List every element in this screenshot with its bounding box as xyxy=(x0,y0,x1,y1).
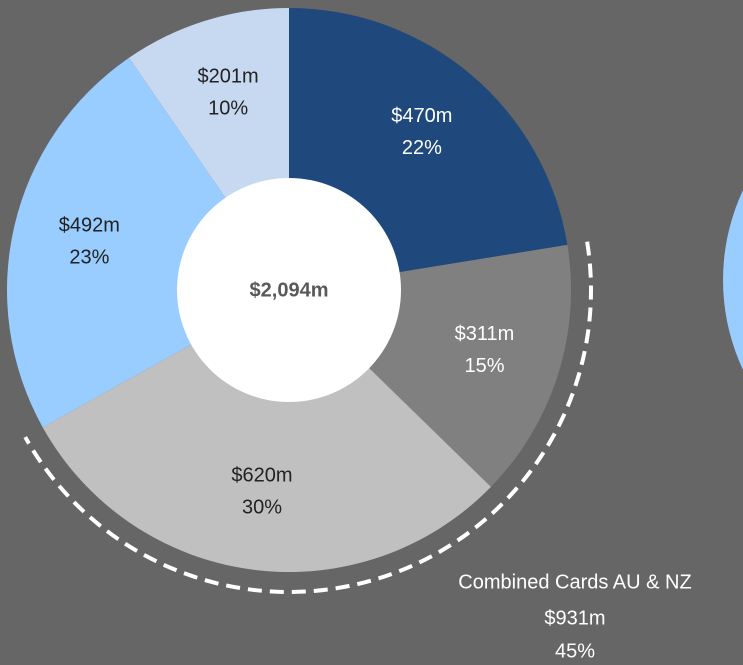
segment-value-label: $470m xyxy=(391,105,452,127)
annotation-bracket xyxy=(23,241,593,594)
donut-hole xyxy=(177,178,401,402)
segment-percent-label: 22% xyxy=(402,137,442,159)
annotation-percent: 45% xyxy=(555,640,595,662)
segment-percent-label: 30% xyxy=(242,496,282,518)
total-label: $2,094m xyxy=(250,279,329,301)
annotation-text: Combined Cards AU & NZ xyxy=(458,571,691,593)
donut-segment xyxy=(42,290,491,572)
donut-segment xyxy=(7,57,290,428)
adjacent-chart xyxy=(723,190,743,370)
segment-value-label: $311m xyxy=(455,323,515,345)
segment-value-label: $201m xyxy=(198,66,259,88)
annotation-value: $931m xyxy=(544,607,605,629)
segment-percent-label: 23% xyxy=(69,247,109,269)
segment-percent-label: 10% xyxy=(208,98,248,120)
segment-value-label: $492m xyxy=(59,215,120,237)
segment-percent-label: 15% xyxy=(464,355,504,377)
segment-value-label: $620m xyxy=(231,464,292,486)
